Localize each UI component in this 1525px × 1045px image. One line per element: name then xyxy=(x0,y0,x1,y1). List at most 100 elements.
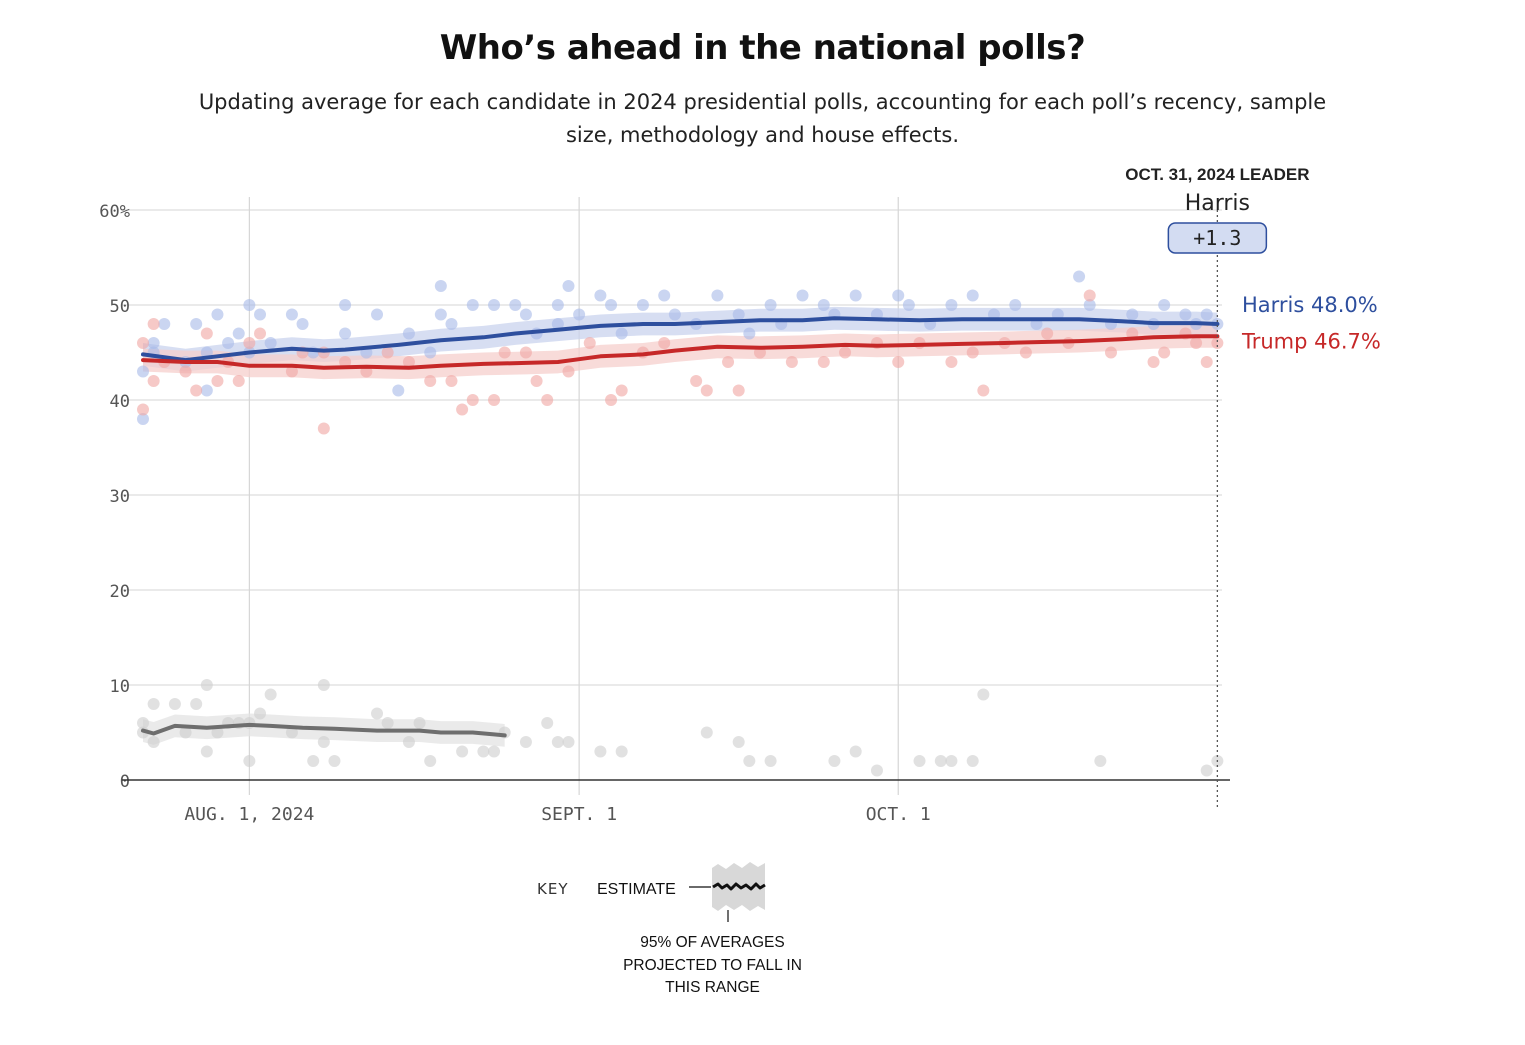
x-tick-label: AUG. 1, 2024 xyxy=(184,804,314,825)
poll-dot xyxy=(541,717,554,729)
chart-title: Who’s ahead in the national polls? xyxy=(439,28,1086,68)
poll-dot xyxy=(913,755,926,767)
poll-dot xyxy=(264,337,277,349)
poll-dot xyxy=(817,299,830,311)
poll-dot xyxy=(381,346,394,359)
poll-dot xyxy=(179,365,192,378)
poll-dot xyxy=(658,337,671,349)
poll-dot xyxy=(1009,299,1022,311)
poll-dot xyxy=(615,327,628,340)
poll-dot xyxy=(1179,308,1192,321)
poll-dot xyxy=(137,717,149,729)
poll-dot xyxy=(519,308,532,321)
poll-dot xyxy=(594,289,607,302)
poll-dot xyxy=(743,755,756,767)
leader-margin-badge xyxy=(1167,222,1268,254)
confidence-bands xyxy=(143,306,1218,747)
poll-dot xyxy=(945,755,958,767)
poll-dot xyxy=(254,327,267,340)
poll-dot xyxy=(434,308,447,321)
poll-dot xyxy=(509,299,522,311)
leader-margin-value: +1.3 xyxy=(1193,226,1241,250)
poll-dot xyxy=(1083,289,1096,302)
poll-dot xyxy=(296,318,309,330)
poll-dot xyxy=(456,403,469,416)
leader-name: Harris xyxy=(1185,191,1250,216)
poll-dot xyxy=(254,707,267,720)
poll-dot xyxy=(722,356,735,368)
poll-dot xyxy=(977,384,990,397)
poll-dot xyxy=(466,299,479,311)
poll-dot xyxy=(668,308,681,321)
poll-dot xyxy=(796,289,809,302)
poll-dot xyxy=(137,365,149,378)
poll-dot xyxy=(562,280,575,292)
key-range-label: 95% OF AVERAGES PROJECTED TO FALL IN THI… xyxy=(600,932,825,1000)
poll-dot xyxy=(477,745,490,758)
poll-dot xyxy=(424,346,437,359)
key-estimate-label: ESTIMATE xyxy=(597,881,676,898)
poll-dot xyxy=(934,755,947,767)
poll-dot xyxy=(551,736,564,748)
poll-dot xyxy=(519,736,532,748)
poll-dot xyxy=(317,679,330,691)
poll-dot xyxy=(264,688,277,701)
poll-dot xyxy=(200,745,213,758)
poll-dot xyxy=(190,318,203,330)
poll-dot xyxy=(402,327,415,340)
poll-dot xyxy=(434,280,447,292)
poll-dot xyxy=(828,755,841,767)
poll-dot xyxy=(1200,356,1213,368)
poll-dot xyxy=(456,745,469,758)
poll-dot xyxy=(732,736,745,748)
poll-dot xyxy=(743,327,756,340)
grid-lines xyxy=(122,197,1222,795)
series-end-label: Trump 46.7% xyxy=(1241,329,1381,353)
poll-dot xyxy=(541,394,554,406)
poll-dot xyxy=(147,337,160,349)
poll-dot xyxy=(147,736,160,748)
poll-dot xyxy=(147,698,160,710)
poll-dot xyxy=(466,394,479,406)
poll-dot xyxy=(424,755,437,767)
poll-dot xyxy=(445,318,458,330)
poll-dot xyxy=(243,299,256,311)
poll-dot xyxy=(892,356,905,368)
y-tick-label: 0 xyxy=(120,772,130,792)
poll-dot xyxy=(317,736,330,748)
poll-dot xyxy=(200,384,213,397)
y-tick-label: 30 xyxy=(110,487,130,507)
poll-dot xyxy=(339,327,352,340)
key-estimate-line xyxy=(712,882,766,891)
poll-dot xyxy=(179,726,192,739)
poll-dot xyxy=(732,384,745,397)
poll-dot xyxy=(402,356,415,368)
poll-dot xyxy=(211,375,224,387)
poll-dot xyxy=(498,346,511,359)
poll-dot xyxy=(945,356,958,368)
poll-dot xyxy=(445,375,458,387)
poll-dot xyxy=(1073,270,1086,283)
poll-dot xyxy=(966,346,979,359)
poll-dot xyxy=(1200,308,1213,321)
poll-dot xyxy=(605,299,618,311)
poll-dot xyxy=(285,365,298,378)
poll-dot xyxy=(562,365,575,378)
poll-dot xyxy=(307,755,320,767)
poll-dot xyxy=(147,318,160,330)
poll-dot xyxy=(317,422,330,435)
poll-dot xyxy=(711,289,724,302)
poll-dot xyxy=(200,679,213,691)
y-tick-label: 10 xyxy=(110,677,130,697)
poll-dot xyxy=(200,327,213,340)
poll-dot xyxy=(488,299,501,311)
x-tick-label: OCT. 1 xyxy=(866,804,931,825)
poll-dot xyxy=(551,318,564,330)
poll-dot xyxy=(594,745,607,758)
y-tick-label: 40 xyxy=(110,392,130,412)
y-tick-label: 60% xyxy=(99,202,130,222)
poll-dot xyxy=(1147,356,1160,368)
poll-dot xyxy=(392,384,405,397)
poll-dot xyxy=(839,346,852,359)
poll-dot xyxy=(413,717,426,729)
